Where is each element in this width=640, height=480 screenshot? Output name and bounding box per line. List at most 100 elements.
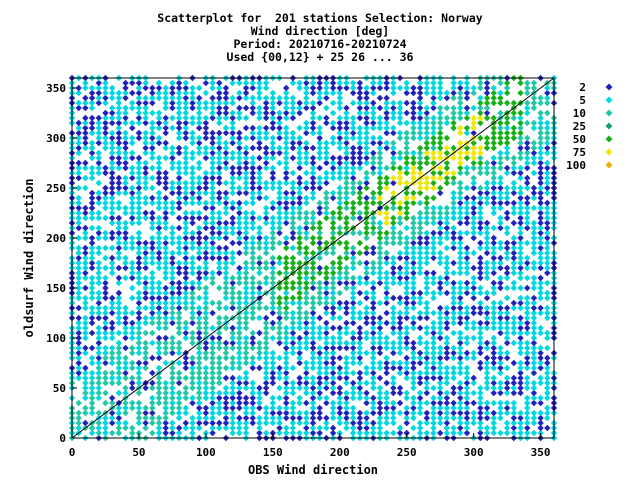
data-point xyxy=(189,334,196,342)
data-point xyxy=(524,184,531,192)
data-point xyxy=(82,139,89,147)
data-point xyxy=(436,379,444,387)
data-point xyxy=(169,429,176,437)
data-point xyxy=(450,79,457,87)
data-point xyxy=(142,249,149,257)
data-point xyxy=(209,149,216,157)
data-point xyxy=(524,104,531,112)
data-point xyxy=(155,259,163,267)
data-point xyxy=(102,324,109,332)
data-point xyxy=(216,229,223,237)
data-point xyxy=(470,409,477,417)
data-point xyxy=(75,344,82,352)
data-point xyxy=(537,399,544,407)
data-point xyxy=(396,84,404,92)
data-point xyxy=(349,349,357,357)
data-point xyxy=(283,174,290,182)
data-point xyxy=(410,109,417,117)
data-point xyxy=(490,364,497,372)
data-point xyxy=(149,269,156,277)
data-point xyxy=(142,414,149,422)
data-point xyxy=(544,184,551,192)
data-point xyxy=(216,359,223,367)
data-point xyxy=(463,264,471,272)
data-point xyxy=(537,394,544,402)
data-point xyxy=(262,279,270,287)
data-point xyxy=(169,199,176,207)
data-point xyxy=(175,84,183,92)
data-point xyxy=(122,159,129,167)
data-point xyxy=(329,379,337,387)
data-point xyxy=(189,354,196,362)
data-point xyxy=(503,194,511,202)
data-point xyxy=(82,104,89,112)
data-point xyxy=(477,229,484,237)
data-point xyxy=(343,249,350,257)
data-point xyxy=(450,344,457,352)
data-point xyxy=(216,189,223,197)
data-point xyxy=(202,319,210,327)
data-point xyxy=(316,424,323,432)
data-point xyxy=(530,414,538,422)
data-point xyxy=(470,274,477,282)
data-point xyxy=(376,274,384,282)
data-point xyxy=(370,374,377,382)
data-point xyxy=(329,89,337,97)
data-point xyxy=(202,129,210,137)
data-point xyxy=(88,404,96,412)
data-point xyxy=(356,274,364,282)
data-point xyxy=(82,114,89,122)
data-point xyxy=(95,194,102,202)
data-point xyxy=(349,174,357,182)
data-point xyxy=(457,379,464,387)
data-point xyxy=(296,189,303,197)
data-point xyxy=(162,339,169,347)
data-point xyxy=(450,239,457,247)
data-point xyxy=(182,169,190,177)
data-point xyxy=(303,424,310,432)
data-point xyxy=(95,259,102,267)
data-point xyxy=(169,264,176,272)
data-point xyxy=(236,249,243,257)
data-point xyxy=(289,349,297,357)
data-point xyxy=(216,104,223,112)
data-point xyxy=(249,234,256,242)
data-point xyxy=(524,224,531,232)
data-point xyxy=(503,264,511,272)
data-point xyxy=(483,139,491,147)
data-point xyxy=(316,94,323,102)
data-point xyxy=(396,264,404,272)
data-point xyxy=(262,314,270,322)
data-point xyxy=(149,339,156,347)
data-point xyxy=(309,309,317,317)
data-point xyxy=(396,359,404,367)
data-point xyxy=(175,329,183,337)
data-point xyxy=(115,129,123,137)
data-point xyxy=(356,349,364,357)
data-point xyxy=(356,89,364,97)
data-point xyxy=(423,329,431,337)
data-point xyxy=(202,354,210,362)
data-point xyxy=(390,239,397,247)
data-point xyxy=(303,229,310,237)
data-point xyxy=(276,304,283,312)
data-point xyxy=(82,254,89,262)
data-point xyxy=(75,349,82,357)
data-point xyxy=(503,164,511,172)
data-point xyxy=(343,144,350,152)
data-point xyxy=(142,239,149,247)
data-point xyxy=(229,189,236,197)
chart-title-line-3: Period: 20210716-20210724 xyxy=(233,37,407,51)
data-point xyxy=(410,264,417,272)
data-point xyxy=(329,284,337,292)
data-point xyxy=(430,174,437,182)
data-point xyxy=(457,159,464,167)
data-point xyxy=(490,234,497,242)
data-point xyxy=(403,129,410,137)
data-point xyxy=(457,244,464,252)
data-point xyxy=(457,254,464,262)
data-point xyxy=(477,99,484,107)
data-point xyxy=(510,189,518,197)
data-point xyxy=(403,324,410,332)
data-point xyxy=(75,304,82,312)
